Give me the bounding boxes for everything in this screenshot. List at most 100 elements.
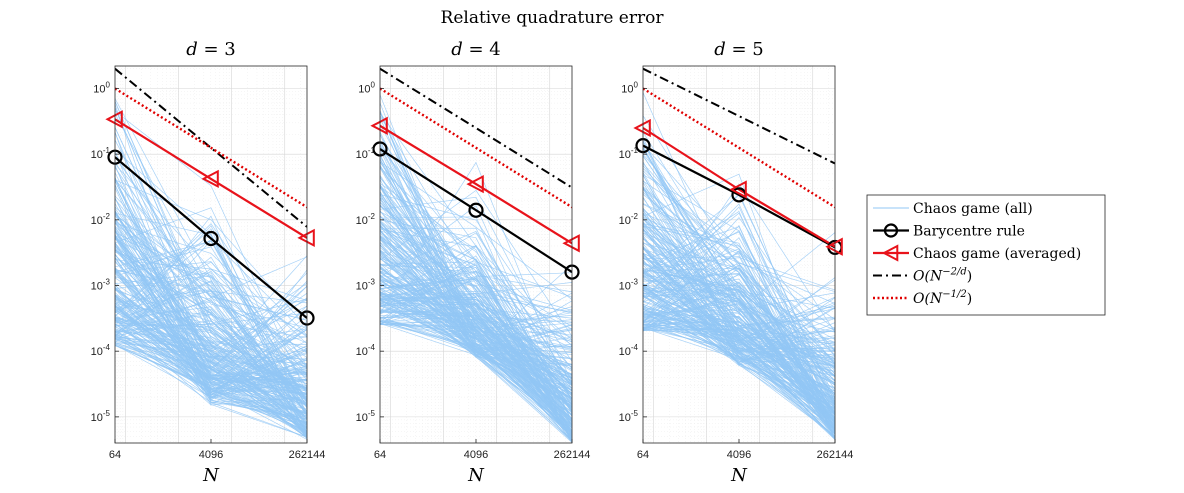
chaos-game-line: [115, 267, 307, 370]
chaos-game-line: [380, 228, 572, 370]
chaos-game-line: [115, 286, 307, 389]
x-tick-label: 4096: [727, 449, 751, 461]
chaos-game-line: [643, 287, 835, 413]
chaos-game-line: [643, 328, 835, 440]
chaos-game-line: [380, 308, 572, 372]
y-tick-label: 10-3: [91, 278, 111, 293]
chaos-game-line: [643, 314, 835, 408]
chaos-game-line: [115, 245, 307, 429]
chaos-game-line: [380, 199, 572, 404]
chaos-game-line: [380, 225, 572, 397]
x-tick-label: 64: [109, 449, 121, 461]
y-tick-label: 10-5: [619, 409, 639, 424]
chaos-game-line: [380, 271, 572, 437]
chaos-game-line: [115, 212, 307, 438]
legend: Chaos game (all) Barycentre rule Chaos gam…: [866, 194, 1106, 316]
chaos-game-line: [380, 261, 572, 298]
chaos-game-line: [643, 222, 835, 394]
chaos-game-line: [643, 291, 835, 415]
chaos-game-line: [115, 132, 307, 432]
chaos-game-line: [380, 299, 572, 355]
chaos-game-line: [380, 123, 572, 416]
legend-entry-rate_half: O(N−1/2): [873, 289, 972, 307]
series: [380, 67, 572, 274]
y-tick-label: 10-1: [619, 146, 639, 161]
chaos-game-line: [380, 230, 572, 385]
legend-marker: [883, 223, 899, 238]
chaos-game-line: [643, 316, 835, 343]
chaos-game-line: [380, 293, 572, 377]
legend-entry-barycentre: Barycentre rule: [873, 223, 1025, 240]
panel-d5: d = 5 100 10-1 10-2 10-3 10-4 10-5 64 4096 262144…: [619, 39, 854, 486]
chaos-game-line: [115, 242, 307, 391]
chaos-game-line: [643, 194, 835, 402]
chaos-game-line: [643, 307, 835, 440]
x-tick-label: 64: [374, 449, 386, 461]
chaos-game-line: [115, 298, 307, 432]
chaos-game-line: [380, 187, 572, 323]
chaos-game-averaged-line: [115, 118, 307, 239]
barycentre-rule-marker: [203, 230, 219, 247]
chaos-game-line: [115, 294, 307, 390]
chaos-game-line: [115, 290, 307, 311]
chaos-game-line: [380, 242, 572, 429]
chaos-game-line: [380, 194, 572, 362]
chaos-game-line: [380, 211, 572, 378]
chaos-game-all-lines: [115, 98, 307, 440]
chaos-game-line: [380, 197, 572, 391]
y-tick-label: 10-1: [356, 146, 376, 161]
chaos-game-line: [115, 110, 307, 395]
chaos-game-line: [643, 212, 835, 320]
chaos-game-line: [115, 284, 307, 415]
chaos-game-line: [115, 342, 307, 432]
chaos-game-line: [380, 186, 572, 402]
chaos-game-line: [643, 323, 835, 384]
chaos-game-line: [380, 283, 572, 420]
rate-line-half: [643, 87, 835, 209]
chaos-game-line: [380, 282, 572, 307]
chaos-game-line: [115, 240, 307, 402]
chaos-game-line: [643, 212, 835, 406]
chaos-game-line: [115, 225, 307, 408]
chaos-game-line: [643, 229, 835, 345]
chaos-game-line: [380, 270, 572, 419]
panel-title: d = 5: [714, 39, 764, 60]
chaos-game-line: [643, 303, 835, 434]
chaos-game-line: [380, 270, 572, 410]
chaos-game-line: [115, 270, 307, 400]
chaos-game-line: [643, 243, 835, 428]
chaos-game-line: [115, 198, 307, 408]
x-tick-label: 262144: [289, 449, 326, 461]
chaos-game-line: [380, 238, 572, 422]
panel-title: d = 3: [186, 39, 236, 60]
chaos-game-line: [115, 150, 307, 397]
chaos-game-line: [643, 326, 835, 361]
chaos-game-line: [643, 280, 835, 378]
y-tick-label: 10-2: [356, 212, 376, 227]
y-tick-label: 100: [93, 80, 110, 95]
chaos-game-line: [643, 262, 835, 381]
chaos-game-line: [115, 269, 307, 403]
chaos-game-line: [643, 196, 835, 440]
chaos-game-line: [115, 304, 307, 398]
chaos-game-line: [380, 146, 572, 335]
chaos-game-line: [643, 299, 835, 433]
rate-line-half: [115, 87, 307, 209]
x-tick-label: 262144: [554, 449, 591, 461]
chaos-game-line: [380, 186, 572, 433]
chaos-game-line: [380, 292, 572, 376]
barycentre-rule-line: [380, 148, 572, 274]
chaos-game-line: [380, 227, 572, 422]
chaos-game-line: [643, 317, 835, 412]
chaos-game-line: [115, 288, 307, 429]
chaos-game-line: [115, 287, 307, 388]
chaos-game-line: [380, 191, 572, 349]
chaos-game-line: [115, 161, 307, 365]
chaos-game-line: [643, 242, 835, 356]
chaos-game-line: [643, 270, 835, 368]
x-axis-label: N: [202, 465, 220, 486]
chaos-game-line: [380, 216, 572, 340]
legend-label: Chaos game (all): [913, 201, 1033, 217]
chaos-game-line: [643, 313, 835, 415]
